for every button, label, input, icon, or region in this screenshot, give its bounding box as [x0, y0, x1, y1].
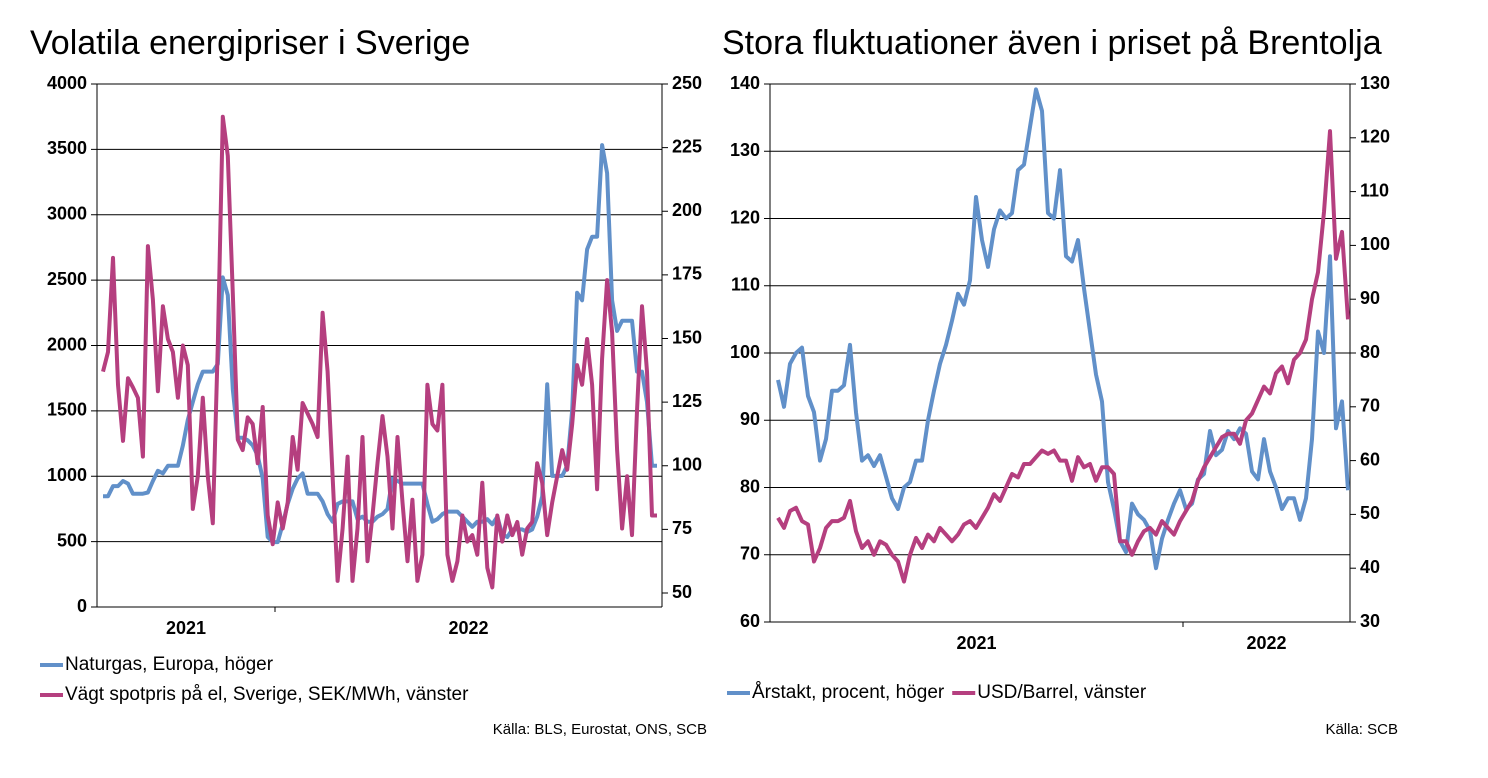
y2-tick-label: 40	[1360, 557, 1380, 577]
y2-tick-label: 75	[672, 518, 692, 538]
y2-tick-label: 120	[1360, 127, 1390, 147]
y2-tick-label: 130	[1360, 73, 1390, 93]
legend-label: Årstakt, procent, höger	[752, 682, 945, 703]
y2-tick-label: 175	[672, 264, 702, 284]
y-tick-label: 2500	[47, 269, 87, 289]
y2-tick-label: 60	[1360, 449, 1380, 469]
y-tick-label: 140	[730, 73, 760, 93]
legend-label: USD/Barrel, vänster	[977, 682, 1147, 703]
y2-tick-label: 125	[672, 391, 702, 411]
x-tick-label: 2022	[448, 618, 488, 638]
legend-label: Naturgas, Europa, höger	[65, 654, 274, 675]
y2-tick-label: 200	[672, 200, 702, 220]
y2-tick-label: 150	[672, 327, 702, 347]
y-tick-label: 120	[730, 207, 760, 227]
legend-label: Vägt spotpris på el, Sverige, SEK/MWh, v…	[65, 684, 469, 705]
series-line	[101, 114, 657, 590]
y-tick-label: 110	[731, 275, 760, 295]
series-line	[103, 143, 657, 545]
y-tick-label: 0	[77, 596, 87, 616]
y-tick-label: 3000	[47, 204, 87, 224]
y-tick-label: 2000	[47, 334, 87, 354]
y2-tick-label: 50	[1360, 503, 1380, 523]
x-tick-label: 2021	[166, 618, 206, 638]
y2-tick-label: 30	[1360, 611, 1380, 631]
y-tick-label: 100	[730, 342, 760, 362]
x-tick-label: 2022	[1246, 633, 1286, 653]
x-tick-label: 2021	[956, 633, 996, 653]
chart-title: Volatila energipriser i Sverige	[30, 24, 470, 62]
y2-tick-label: 110	[1360, 180, 1389, 200]
series-line	[776, 87, 1350, 571]
y-tick-label: 4000	[47, 73, 87, 93]
y-tick-label: 1000	[47, 465, 87, 485]
y-tick-label: 60	[740, 611, 760, 631]
y2-tick-label: 70	[1360, 396, 1380, 416]
y-tick-label: 3500	[47, 138, 87, 158]
source: Källa: SCB	[1325, 721, 1398, 738]
y-tick-label: 1500	[47, 400, 87, 420]
y-tick-label: 500	[57, 530, 87, 550]
y2-tick-label: 100	[672, 455, 702, 475]
chart-title: Stora fluktuationer även i priset på Bre…	[722, 24, 1382, 62]
y2-tick-label: 50	[672, 582, 692, 602]
y2-tick-label: 100	[1360, 234, 1390, 254]
y-tick-label: 130	[730, 140, 760, 160]
y2-tick-label: 225	[672, 136, 702, 156]
source: Källa: BLS, Eurostat, ONS, SCB	[493, 721, 707, 738]
y2-tick-label: 80	[1360, 342, 1380, 362]
y-tick-label: 90	[740, 409, 760, 429]
y2-tick-label: 90	[1360, 288, 1380, 308]
y2-tick-label: 250	[672, 73, 702, 93]
series-line	[776, 129, 1350, 584]
y-tick-label: 70	[740, 544, 760, 564]
y-tick-label: 80	[740, 476, 760, 496]
